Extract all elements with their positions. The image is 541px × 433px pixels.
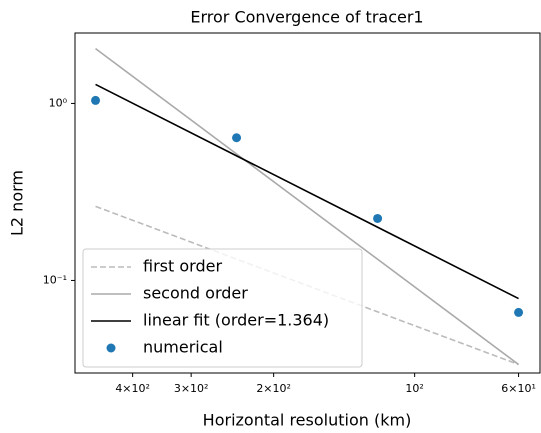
x-tick-label: 10² (405, 382, 423, 395)
legend-label: linear fit (order=1.364) (143, 311, 329, 330)
data-point (373, 213, 383, 223)
legend-label: numerical (143, 338, 223, 357)
legend-marker (106, 343, 116, 353)
legend-label: first order (143, 257, 222, 276)
series-line (95, 83, 519, 300)
legend-label: second order (143, 284, 248, 303)
x-axis-label: Horizontal resolution (km) (203, 411, 412, 430)
data-point (514, 307, 524, 317)
x-tick-label: 2×10² (256, 382, 291, 395)
series-line (95, 47, 520, 366)
legend-box (82, 248, 363, 368)
axes-frame (74, 32, 541, 374)
x-tick-label: 6×10¹ (501, 382, 536, 395)
chart-title: Error Convergence of tracer1 (190, 8, 423, 27)
data-point (91, 95, 101, 105)
data-point (232, 133, 242, 143)
y-tick-label: 10⁰ (49, 96, 68, 109)
y-tick-label: 10⁻¹ (43, 273, 67, 286)
y-axis-label: L2 norm (8, 170, 27, 236)
x-tick-label: 3×10² (174, 382, 209, 395)
x-tick-label: 4×10² (115, 382, 150, 395)
